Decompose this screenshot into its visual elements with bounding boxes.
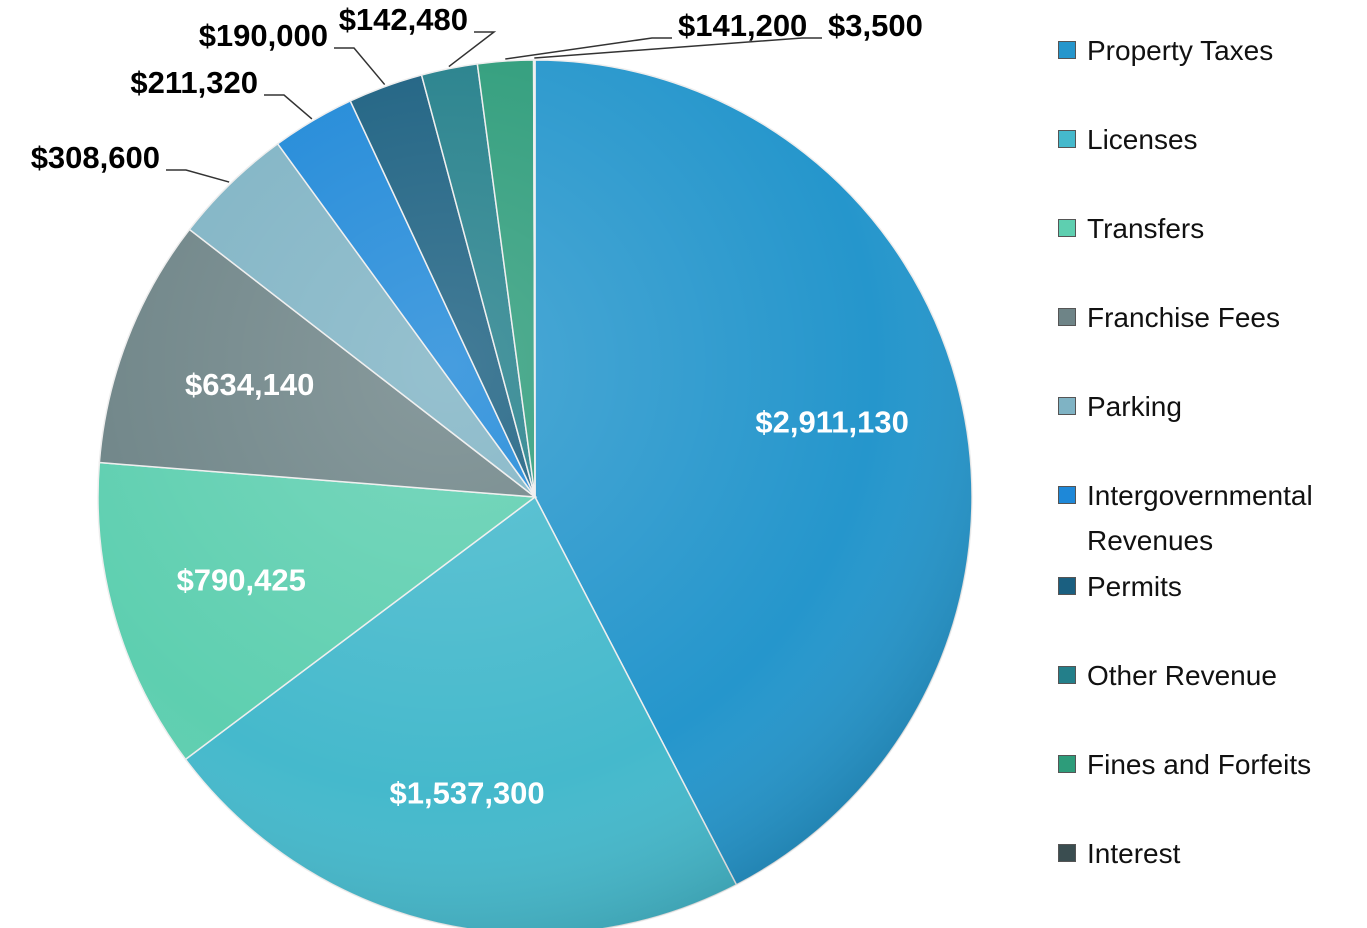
- legend: Property Taxes Licenses Transfers Franchise…: [1055, 0, 1367, 928]
- legend-swatch: [1058, 308, 1076, 326]
- legend-swatch: [1058, 130, 1076, 148]
- data-label: $634,140: [185, 367, 314, 402]
- legend-swatch: [1058, 41, 1076, 59]
- legend-swatch: [1058, 577, 1076, 595]
- legend-swatch: [1058, 486, 1076, 504]
- leader-line: [264, 94, 313, 120]
- legend-label: Transfers: [1087, 213, 1205, 244]
- legend-label: Interest: [1087, 838, 1181, 869]
- legend-swatch: [1058, 219, 1076, 237]
- data-label: $2,911,130: [755, 405, 908, 440]
- legend-swatch: [1058, 397, 1076, 415]
- data-label: $308,600: [31, 140, 160, 175]
- data-label: $190,000: [199, 18, 328, 53]
- legend-label: Franchise Fees: [1087, 302, 1280, 333]
- legend-label: Intergovernmental Revenues: [1087, 480, 1313, 556]
- data-label: $1,537,300: [390, 775, 545, 810]
- data-label: $790,425: [177, 562, 306, 597]
- leader-line: [534, 37, 822, 59]
- legend-label: Fines and Forfeits: [1087, 749, 1312, 780]
- legend-label: Permits: [1087, 571, 1182, 602]
- legend-swatch: [1058, 755, 1076, 773]
- data-label: $141,200: [678, 8, 807, 43]
- leader-line: [334, 47, 386, 86]
- leader-line: [448, 31, 497, 68]
- chart: $2,911,130 $1,537,300 $790,425 $634,140 $308…: [31, 2, 973, 928]
- legend-label: Parking: [1087, 391, 1182, 422]
- legend-label: Licenses: [1087, 124, 1198, 155]
- legend-label: Other Revenue: [1087, 660, 1277, 691]
- leader-line: [166, 169, 230, 183]
- legend-swatch: [1058, 666, 1076, 684]
- data-label: $211,320: [130, 65, 258, 100]
- leader-line: [505, 37, 672, 60]
- legend-label: Property Taxes: [1087, 35, 1274, 66]
- data-label: $3,500: [828, 8, 923, 43]
- legend-swatch: [1058, 844, 1076, 862]
- data-label: $142,480: [339, 2, 468, 37]
